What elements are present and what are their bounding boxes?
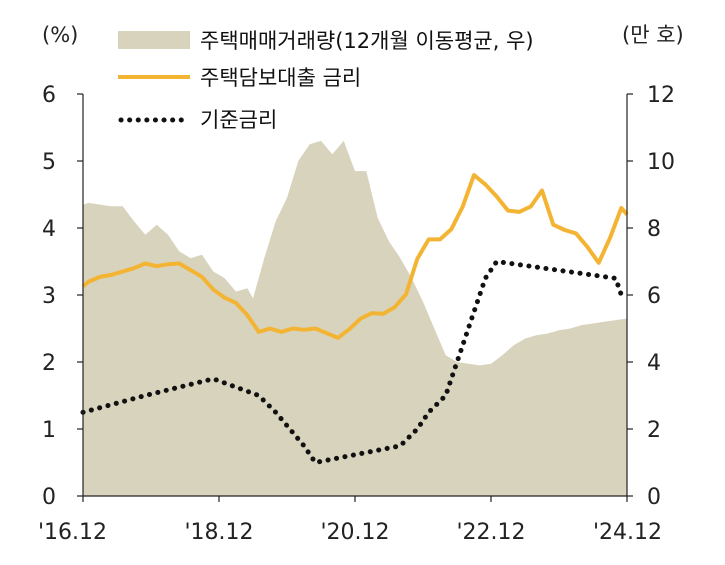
left-tick-label: 6 <box>42 83 56 108</box>
legend: 주택매매거래량(12개월 이동평균, 우) 주택담보대출 금리 기준금리 <box>118 29 534 132</box>
legend-label-base-rate: 기준금리 <box>200 108 277 132</box>
left-tick-label: 0 <box>42 485 56 510</box>
mortgage-rate-line <box>81 173 629 340</box>
right-axis-ticks: 0 2 4 6 8 10 12 <box>627 83 675 510</box>
x-tick-label: '24.12 <box>593 520 662 545</box>
x-tick-label: '20.12 <box>320 520 389 545</box>
right-tick-label: 12 <box>647 83 675 108</box>
right-tick-label: 4 <box>647 351 661 376</box>
x-tick-label: '22.12 <box>456 520 525 545</box>
x-tick-label: '16.12 <box>38 520 107 545</box>
right-tick-label: 6 <box>647 284 661 309</box>
right-tick-label: 8 <box>647 217 661 242</box>
legend-swatch-volume <box>118 31 190 49</box>
left-axis-unit: (%) <box>42 23 78 47</box>
right-tick-label: 0 <box>647 485 661 510</box>
left-tick-label: 4 <box>42 217 56 242</box>
left-tick-label: 2 <box>42 351 56 376</box>
left-tick-label: 3 <box>42 284 56 309</box>
left-tick-label: 1 <box>42 418 56 443</box>
right-axis-unit: (만 호) <box>622 23 684 47</box>
legend-label-mortgage: 주택담보대출 금리 <box>200 66 361 90</box>
right-tick-label: 2 <box>647 418 661 443</box>
legend-label-volume: 주택매매거래량(12개월 이동평균, 우) <box>200 29 534 53</box>
left-tick-label: 5 <box>42 150 56 175</box>
base-rate-line <box>80 258 624 466</box>
left-axis-ticks: 0 1 2 3 4 5 6 <box>42 83 83 510</box>
x-tick-label: '18.12 <box>184 520 253 545</box>
transaction-volume-area <box>83 140 627 496</box>
right-tick-label: 10 <box>647 150 675 175</box>
x-axis-ticks: '16.12 '18.12 '20.12 '22.12 '24.12 <box>38 496 662 545</box>
